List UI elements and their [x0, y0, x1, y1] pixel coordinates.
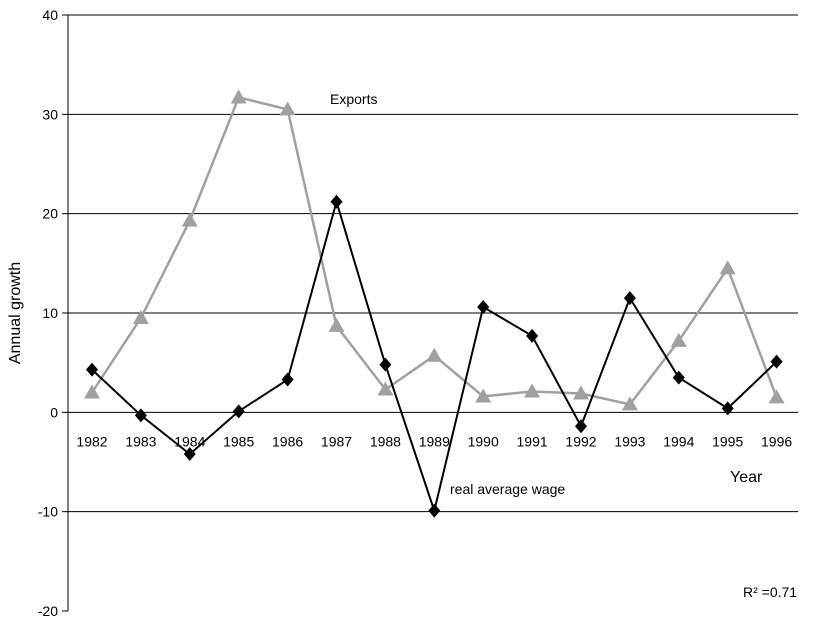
x-tick-label-1989: 1989	[419, 433, 450, 449]
y-axis	[62, 14, 69, 612]
y-tick-labels: -20 -10 0 10 20 30 40	[38, 7, 58, 619]
x-tick-label-1986: 1986	[272, 433, 303, 449]
wage-marker-1983	[134, 408, 147, 423]
y-tick-label--10: -10	[38, 504, 58, 520]
wage-marker-1989	[428, 503, 441, 518]
wage-marker-1990	[477, 300, 490, 315]
y-tick-label-40: 40	[42, 7, 58, 23]
wage-marker-1982	[86, 362, 98, 377]
x-tick-label-1993: 1993	[614, 433, 645, 449]
wage-marker-1991	[526, 328, 539, 343]
exports-series-label: Exports	[330, 91, 377, 107]
exports-marker-1995	[719, 260, 736, 275]
x-tick-label-1984: 1984	[174, 433, 205, 449]
exports-marker-1991	[524, 383, 541, 398]
x-tick-label-1990: 1990	[468, 433, 499, 449]
x-tick-label-1987: 1987	[321, 433, 352, 449]
wage-marker-1994	[672, 370, 685, 385]
wage-marker-1986	[281, 372, 294, 387]
x-tick-label-1994: 1994	[663, 433, 694, 449]
series-layer	[84, 89, 785, 518]
y-tick-label-20: 20	[42, 206, 58, 222]
exports-marker-1987	[328, 317, 345, 332]
exports-marker-1983	[132, 309, 149, 324]
wage-series-label: real average wage	[450, 481, 565, 497]
x-tick-label-1985: 1985	[223, 433, 254, 449]
x-tick-labels: 1982 1983 1984 1985 1986 1987 1988 1989 1990 1991…	[76, 433, 792, 449]
r-squared-annotation: R² =0.71	[743, 584, 797, 600]
wage-marker-1992	[575, 419, 587, 434]
y-axis-title: Annual growth	[7, 262, 24, 364]
y-tick-label-10: 10	[42, 305, 58, 321]
exports-marker-1988	[377, 381, 394, 396]
wage-marker-1984	[183, 447, 196, 462]
x-tick-label-1992: 1992	[565, 433, 596, 449]
exports-marker-1989	[426, 347, 443, 362]
wage-marker-1996	[770, 354, 783, 369]
wage-marker-1988	[379, 357, 392, 372]
x-tick-label-1988: 1988	[370, 433, 401, 449]
wage-marker-1995	[721, 401, 734, 416]
exports-marker-1994	[670, 332, 687, 347]
x-tick-label-1995: 1995	[712, 433, 743, 449]
exports-marker-1990	[475, 388, 492, 403]
y-tick-label--20: -20	[38, 603, 58, 619]
x-tick-label-1982: 1982	[76, 433, 107, 449]
exports-marker-1986	[279, 101, 296, 116]
exports-marker-1996	[768, 389, 785, 404]
exports-marker-1993	[621, 396, 638, 411]
y-tick-label-30: 30	[42, 106, 58, 122]
x-axis-title: Year	[730, 469, 763, 486]
exports-marker-1985	[230, 89, 247, 104]
y-tick-label-0: 0	[50, 404, 58, 420]
x-tick-label-1991: 1991	[517, 433, 548, 449]
x-tick-label-1983: 1983	[125, 433, 156, 449]
wage-marker-1993	[623, 291, 636, 306]
x-tick-label-1996: 1996	[761, 433, 792, 449]
exports-marker-1982	[84, 384, 100, 399]
exports-marker-1992	[573, 385, 589, 400]
exports-marker-1984	[181, 212, 198, 227]
wage-marker-1987	[330, 194, 343, 209]
wage-marker-1985	[232, 404, 245, 419]
